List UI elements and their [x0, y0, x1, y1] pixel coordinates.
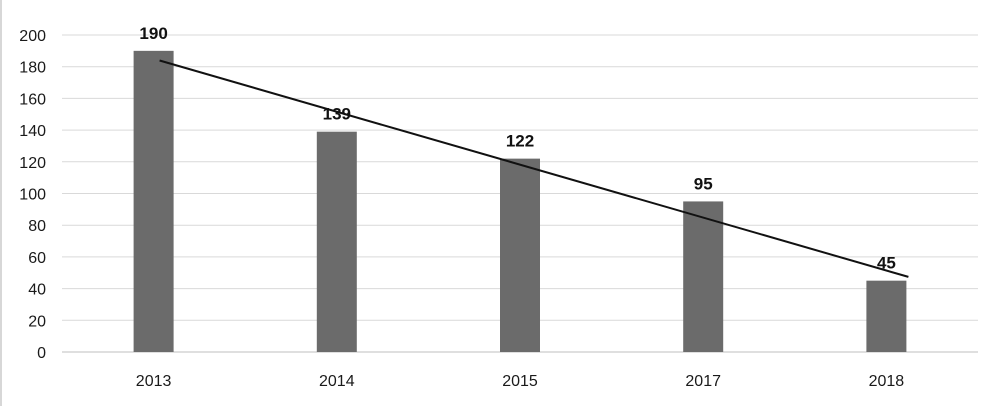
x-tick-label: 2014	[319, 373, 355, 390]
trendline-layer	[159, 59, 909, 278]
bar-2017	[683, 201, 724, 352]
y-tick-label: 180	[19, 60, 46, 77]
y-tick-label: 40	[28, 282, 46, 299]
data-labels: 190 139 122 95 45	[139, 24, 895, 273]
data-label: 45	[877, 254, 896, 273]
bars	[133, 50, 907, 352]
data-label: 95	[694, 174, 713, 193]
y-tick-label: 100	[19, 187, 46, 204]
y-tick-label: 20	[28, 313, 46, 330]
x-tick-label: 2013	[136, 373, 172, 390]
y-tick-label: 120	[19, 155, 46, 172]
data-label: 190	[139, 24, 167, 43]
bar-2013	[133, 50, 174, 352]
x-tick-label: 2017	[685, 373, 721, 390]
bar-2015	[500, 158, 540, 352]
left-border	[0, 0, 2, 406]
bar-2014	[316, 131, 357, 352]
bar-2018	[866, 280, 907, 352]
x-axis-labels: 2013 2014 2015 2017 2018	[136, 373, 904, 390]
y-axis-ticks: 0 20 40 60 80 100 120 140 160 180 200	[19, 28, 46, 362]
x-tick-label: 2015	[502, 373, 538, 390]
data-label: 122	[506, 132, 534, 151]
x-tick-label: 2018	[869, 373, 905, 390]
trendline	[159, 59, 909, 278]
y-tick-label: 140	[19, 123, 46, 140]
y-tick-label: 0	[37, 345, 46, 362]
data-label: 139	[323, 105, 351, 124]
y-tick-label: 160	[19, 91, 46, 108]
y-tick-label: 60	[28, 250, 46, 267]
y-tick-label: 80	[28, 218, 46, 235]
y-tick-label: 200	[19, 28, 46, 45]
